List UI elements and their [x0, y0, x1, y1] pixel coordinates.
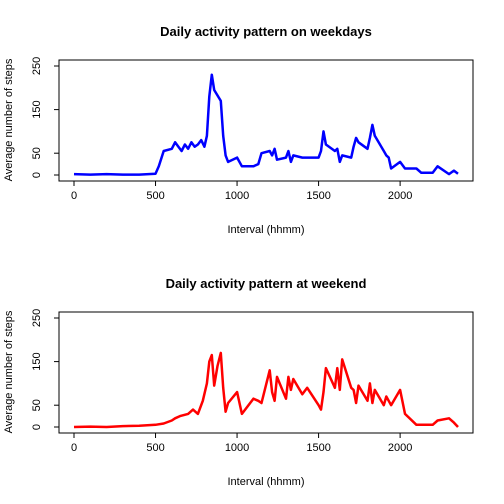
y-tick-label: 50 — [31, 399, 43, 411]
y-tick-label: 50 — [31, 147, 43, 159]
x-tick-label: 1500 — [306, 190, 330, 202]
y-axis: 0 50 150 250 — [31, 57, 59, 178]
chart-title: Daily activity pattern at weekend — [166, 276, 367, 291]
x-axis-label: Interval (hhmm) — [227, 224, 304, 236]
x-tick-label: 2000 — [388, 442, 412, 454]
plot-frame — [58, 59, 474, 182]
y-tick-label: 250 — [31, 309, 43, 327]
y-tick-label: 150 — [31, 100, 43, 118]
x-tick-label: 2000 — [388, 190, 412, 202]
weekend-chart-panel: Daily activity pattern at weekend Interv… — [3, 276, 474, 488]
x-tick-label: 500 — [146, 442, 164, 454]
y-tick-label: 150 — [31, 352, 43, 370]
x-tick-label: 1000 — [225, 190, 249, 202]
x-axis-label: Interval (hhmm) — [227, 476, 304, 488]
chart-title: Daily activity pattern on weekdays — [160, 24, 372, 39]
x-tick-label: 500 — [146, 190, 164, 202]
series-line — [73, 73, 459, 176]
weekday-chart-panel: Daily activity pattern on weekdays Inter… — [3, 24, 474, 236]
series-line-group — [73, 73, 459, 176]
x-tick-label: 0 — [71, 442, 77, 454]
x-axis: 0 500 1000 1500 2000 — [71, 433, 412, 454]
plot-frame — [58, 311, 474, 434]
y-tick-label: 0 — [31, 424, 43, 430]
x-tick-label: 0 — [71, 190, 77, 202]
y-tick-label: 250 — [31, 57, 43, 75]
series-line — [73, 351, 459, 429]
y-axis-label: Average number of steps — [3, 310, 15, 433]
x-tick-label: 1000 — [225, 442, 249, 454]
series-line-group — [73, 351, 459, 429]
y-axis-label: Average number of steps — [3, 58, 15, 181]
y-tick-label: 0 — [31, 172, 43, 178]
x-tick-label: 1500 — [306, 442, 330, 454]
x-axis: 0 500 1000 1500 2000 — [71, 181, 412, 202]
y-axis: 0 50 150 250 — [31, 309, 59, 430]
